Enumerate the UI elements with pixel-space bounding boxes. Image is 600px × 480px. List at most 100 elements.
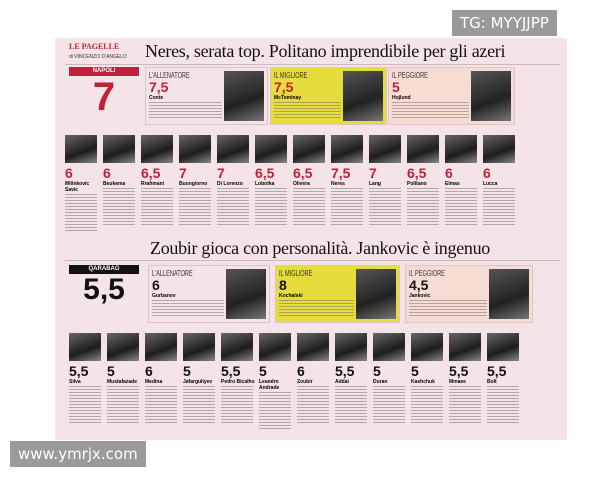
player-vote: 6,5 [255, 165, 275, 181]
player-card: 5 Duran [373, 333, 409, 424]
player-comment-text [293, 188, 325, 226]
best-name: Kochalski [279, 293, 303, 299]
player-comment-text [179, 188, 211, 226]
worst-photo [489, 269, 529, 319]
coach-vote: 7,5 [149, 79, 169, 95]
worst-label: IL PEGGIORE [392, 71, 428, 80]
watermark-top: TG: MYYJJPP [452, 10, 557, 36]
player-name: Olivera [293, 181, 310, 187]
player-comment-text [217, 188, 249, 226]
player-comment-text [69, 386, 101, 424]
worst-vote: 5 [392, 79, 400, 95]
qarabag-coach-box: L'ALLENATORE 6 Gurbanov [148, 265, 270, 323]
player-comment-text [145, 386, 177, 424]
player-photo [445, 135, 477, 163]
player-comment-text [331, 188, 363, 226]
best-comment-text [274, 102, 341, 118]
player-photo [487, 333, 519, 361]
player-name: Di Lorenzo [217, 181, 243, 187]
player-photo [103, 135, 135, 163]
player-photo [221, 333, 253, 361]
player-comment-text [411, 386, 443, 424]
player-name: Mmaee [449, 379, 466, 385]
player-name: Beukema [103, 181, 126, 187]
player-card: 5,5 Bolt [487, 333, 523, 424]
player-name: Jafarguliyev [183, 379, 213, 385]
napoli-best-box: IL MIGLIORE 7,5 McTominay [270, 67, 387, 125]
player-photo [411, 333, 443, 361]
player-photo [107, 333, 139, 361]
player-comment-text [183, 386, 215, 424]
best-vote: 7,5 [274, 79, 294, 95]
worst-comment-text [409, 300, 487, 316]
player-name: Kashchuk [411, 379, 435, 385]
player-card: 6 Lucca [483, 135, 519, 226]
player-vote: 6,5 [293, 165, 313, 181]
player-comment-text [65, 194, 97, 232]
player-card: 5,5 Pedro Bicalho [221, 333, 257, 424]
coach-vote: 6 [152, 277, 160, 293]
player-name: Rrahmani [141, 181, 165, 187]
player-vote: 7,5 [331, 165, 351, 181]
player-card: 6 Beukema [103, 135, 139, 226]
player-name: Bolt [487, 379, 497, 385]
player-name: Elmas [445, 181, 460, 187]
player-vote: 6 [483, 165, 491, 181]
player-comment-text [407, 188, 439, 226]
player-vote: 5,5 [221, 363, 241, 379]
player-comment-text [445, 188, 477, 226]
player-card: 5,5 Silva [69, 333, 105, 424]
player-card: 5,5 Mmaee [449, 333, 485, 424]
player-card: 5,5 Addai [335, 333, 371, 424]
player-vote: 5 [259, 363, 267, 379]
coach-name: Conte [149, 95, 164, 101]
player-vote: 5 [411, 363, 419, 379]
player-photo [183, 333, 215, 361]
player-photo [179, 135, 211, 163]
player-vote: 5 [183, 363, 191, 379]
best-label: IL MIGLIORE [274, 71, 308, 80]
newspaper-page: LE PAGELLE di VINCENZO D'ANGELO Neres, s… [55, 38, 567, 440]
worst-name: Hojlund [392, 95, 411, 101]
player-card: 6,5 Politano [407, 135, 443, 226]
player-photo [335, 333, 367, 361]
coach-name: Gurbanov [152, 293, 176, 299]
player-card: 7 Lang [369, 135, 405, 226]
player-comment-text [107, 386, 139, 424]
napoli-team-label: NAPOLI [69, 67, 139, 76]
player-card: 5 Jafarguliyev [183, 333, 219, 424]
player-vote: 7 [369, 165, 377, 181]
coach-comment-text [149, 102, 222, 118]
player-vote: 5,5 [449, 363, 469, 379]
section-kicker: LE PAGELLE [69, 42, 120, 51]
best-photo [356, 269, 396, 319]
napoli-team-vote: 7 [92, 75, 116, 119]
best-label: IL MIGLIORE [279, 269, 313, 278]
napoli-coach-box: L'ALLENATORE 7,5 Conte [145, 67, 268, 125]
qarabag-headline: Zoubir gioca con personalità. Jankovic è… [150, 238, 490, 258]
player-vote: 6 [297, 363, 305, 379]
player-card: 6,5 Lobotka [255, 135, 291, 226]
player-comment-text [103, 188, 135, 226]
player-comment-text [255, 188, 287, 226]
player-comment-text [483, 188, 515, 226]
player-name: Politano [407, 181, 427, 187]
napoli-worst-box: IL PEGGIORE 5 Hojlund [388, 67, 515, 125]
player-comment-text [335, 386, 367, 424]
player-name: Lobotka [255, 181, 275, 187]
player-name: Silva [69, 379, 81, 385]
player-card: 6 Milinkovic Savic [65, 135, 101, 232]
player-photo [255, 135, 287, 163]
player-vote: 7 [217, 165, 225, 181]
worst-comment-text [392, 102, 469, 118]
player-photo [141, 135, 173, 163]
player-vote: 5,5 [487, 363, 507, 379]
qarabag-best-box: IL MIGLIORE 8 Kochalski [275, 265, 400, 323]
worst-photo [471, 71, 511, 121]
player-photo [407, 135, 439, 163]
player-comment-text [449, 386, 481, 424]
coach-photo [224, 71, 264, 121]
player-name: Mustafazade [107, 379, 138, 385]
player-comment-text [259, 392, 291, 430]
player-name: Neres [331, 181, 345, 187]
